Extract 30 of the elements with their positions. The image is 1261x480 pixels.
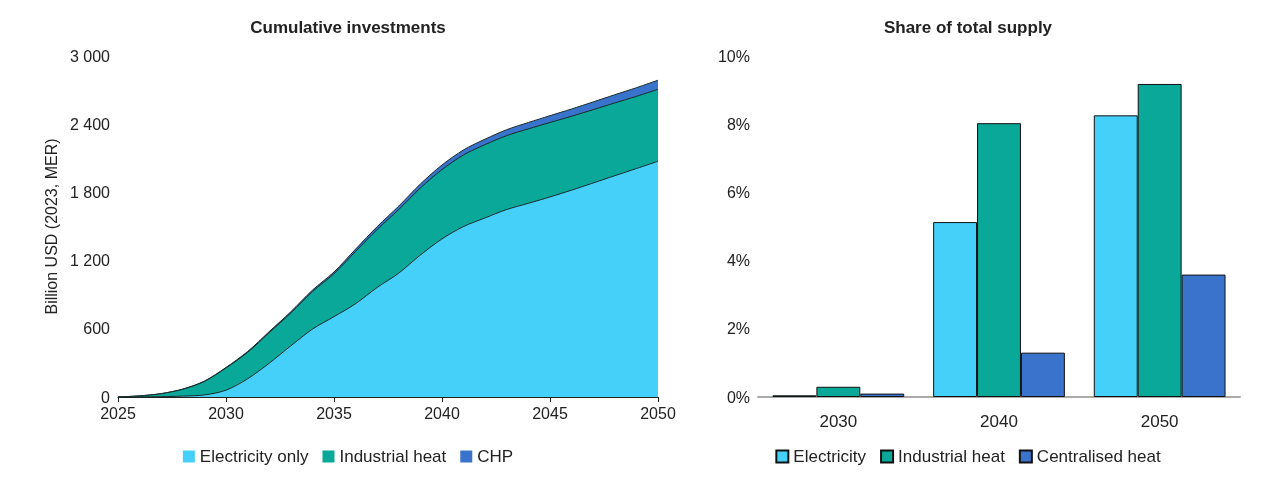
y-tick-label: 0% — [726, 388, 750, 406]
x-tick-label: 2040 — [424, 404, 460, 422]
y-tick-label: 600 — [83, 320, 111, 338]
x-tick-label: 2035 — [316, 404, 352, 422]
y-tick-label: 1 200 — [69, 252, 111, 270]
legend-label: Industrial heat — [339, 447, 447, 466]
y-tick-label: 10% — [717, 47, 750, 65]
x-tick-label: 2030 — [208, 404, 244, 422]
x-tick-label: 2030 — [819, 412, 858, 431]
x-tick-label: 2050 — [1140, 412, 1179, 431]
y-tick-label: 6% — [726, 183, 750, 201]
y-tick-label: 2 400 — [69, 115, 111, 133]
x-tick-label: 2040 — [980, 412, 1018, 431]
y-tick-label: 2% — [726, 320, 750, 338]
y-tick-label: 3 000 — [69, 47, 111, 65]
legend-label: CHP — [477, 447, 514, 466]
legend-label: Centralised heat — [1036, 447, 1161, 466]
x-tick-label: 2025 — [100, 404, 136, 422]
chart-title: Share of total supply — [883, 18, 1053, 37]
legend-label: Industrial heat — [898, 447, 1006, 466]
y-tick-label: 0 — [101, 388, 111, 406]
legend-label: Electricity — [793, 447, 867, 466]
y-tick-label: 4% — [726, 252, 750, 270]
chart-title: Cumulative investments — [250, 18, 446, 37]
legend-label: Electricity only — [199, 447, 309, 466]
x-tick-label: 2045 — [532, 404, 568, 422]
y-axis-title: Billion USD (2023, MER) — [42, 138, 60, 315]
x-tick-label: 2050 — [640, 404, 676, 422]
y-tick-label: 8% — [726, 115, 750, 133]
y-tick-label: 1 800 — [69, 183, 111, 201]
